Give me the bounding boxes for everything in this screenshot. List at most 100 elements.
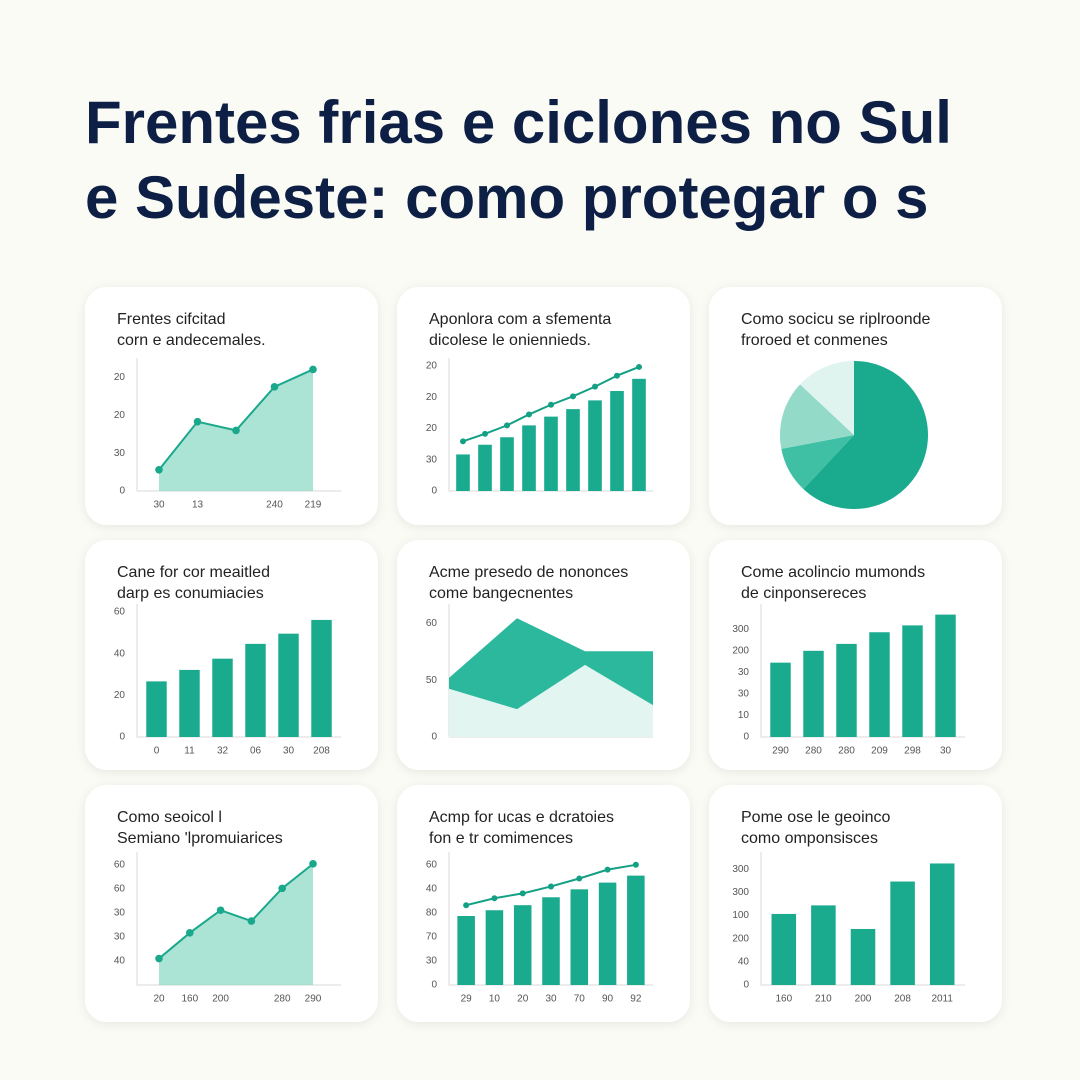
x-tick-label: 240: [266, 500, 283, 511]
marker: [576, 875, 583, 882]
bar: [869, 632, 890, 737]
marker: [636, 363, 642, 370]
y-tick-label: 30: [114, 908, 126, 919]
chart-card: Acmp for ucas e dcratoies fon e tr comime…: [397, 785, 690, 1022]
bar: [245, 643, 266, 737]
chart-title: dicolese le oniennieds.: [429, 332, 591, 349]
chart-card: Aponlora com a sfementa dicolese le onien…: [397, 287, 690, 525]
x-tick-label: 10: [489, 994, 501, 1005]
bar: [212, 658, 233, 737]
bar: [803, 650, 824, 737]
bar: [935, 614, 956, 737]
pie-slice: [800, 361, 854, 435]
y-tick-label: 100: [732, 910, 749, 921]
y-tick-label: 0: [431, 486, 437, 497]
chart-title: Come acolincio mumonds: [741, 564, 925, 581]
bar: [456, 454, 470, 491]
bar: [588, 400, 602, 491]
marker: [193, 417, 202, 426]
x-tick-label: 29: [461, 994, 473, 1005]
x-tick-label: 2011: [931, 994, 953, 1005]
area: [449, 664, 653, 737]
y-tick-label: 40: [426, 883, 438, 894]
x-tick-label: 280: [805, 746, 822, 757]
x-tick-label: 208: [894, 994, 911, 1005]
bar: [485, 910, 504, 985]
x-tick-label: 200: [212, 994, 229, 1005]
y-tick-label: 60: [114, 883, 126, 894]
x-tick-label: 92: [630, 994, 642, 1005]
marker: [491, 895, 498, 902]
bar: [890, 881, 915, 985]
x-tick-label: 70: [574, 994, 586, 1005]
x-tick-label: 160: [181, 994, 198, 1005]
bar: [632, 378, 646, 491]
x-tick-label: 30: [283, 746, 295, 757]
bar: [457, 916, 475, 985]
area: [159, 369, 313, 491]
y-tick-label: 20: [114, 372, 126, 383]
x-tick-label: 30: [545, 994, 557, 1005]
x-tick-label: 30: [153, 500, 165, 511]
x-tick-label: 209: [871, 746, 888, 757]
chart-title: froroed et conmenes: [741, 332, 888, 349]
x-tick-label: 210: [815, 994, 832, 1005]
marker: [232, 426, 240, 435]
y-tick-label: 40: [738, 956, 750, 967]
marker: [278, 884, 287, 893]
y-tick-label: 200: [732, 933, 749, 944]
marker: [155, 954, 163, 963]
marker: [247, 917, 256, 925]
y-tick-label: 300: [732, 864, 749, 875]
marker: [548, 883, 554, 890]
x-tick-label: 200: [855, 994, 872, 1005]
bar: [311, 619, 332, 737]
bar: [771, 913, 797, 985]
y-tick-label: 60: [426, 618, 438, 629]
x-tick-label: 298: [904, 746, 921, 757]
bar: [929, 863, 955, 985]
x-tick-label: 90: [602, 994, 614, 1005]
chart-card: Pome ose le geoinco como omponsisces 0 40 20…: [709, 785, 1002, 1022]
bar: [850, 928, 876, 985]
marker: [216, 906, 225, 915]
marker: [270, 383, 279, 391]
y-tick-label: 300: [732, 887, 749, 898]
x-tick-label: 290: [772, 746, 789, 757]
marker: [519, 890, 526, 897]
marker: [309, 365, 317, 374]
y-tick-label: 0: [119, 732, 125, 743]
chart-title: corn e andecemales.: [117, 332, 266, 349]
y-tick-label: 50: [426, 675, 438, 686]
y-tick-label: 20: [426, 361, 438, 372]
chart-title: fon e tr comimences: [429, 830, 573, 847]
chart-title: Acmp for ucas e dcratoies: [429, 809, 614, 826]
x-tick-label: 30: [940, 746, 952, 757]
y-tick-label: 300: [732, 624, 749, 635]
x-tick-label: 280: [274, 994, 291, 1005]
y-tick-label: 60: [114, 607, 126, 618]
marker: [570, 393, 576, 400]
chart-title: Como socicu se riplroonde: [741, 311, 931, 328]
y-tick-label: 30: [738, 667, 750, 678]
marker: [504, 422, 510, 429]
pie-slice: [781, 435, 854, 489]
chart-title: Cane for cor meaitled: [117, 564, 270, 581]
line: [158, 863, 314, 960]
bar: [836, 643, 857, 737]
marker: [482, 430, 488, 437]
chart-title: come bangecnentes: [429, 585, 573, 602]
x-tick-label: 13: [192, 500, 204, 511]
marker: [309, 860, 317, 868]
y-tick-label: 20: [114, 410, 126, 421]
bar: [500, 437, 514, 491]
x-tick-label: 11: [184, 746, 195, 757]
marker: [186, 929, 194, 937]
chart-title: darp es conumiacies: [117, 585, 264, 602]
y-tick-label: 20: [426, 392, 438, 403]
bar: [478, 444, 492, 491]
y-tick-label: 0: [119, 486, 125, 497]
y-tick-label: 80: [426, 908, 438, 919]
y-tick-label: 10: [738, 710, 750, 721]
x-tick-label: 32: [217, 746, 229, 757]
